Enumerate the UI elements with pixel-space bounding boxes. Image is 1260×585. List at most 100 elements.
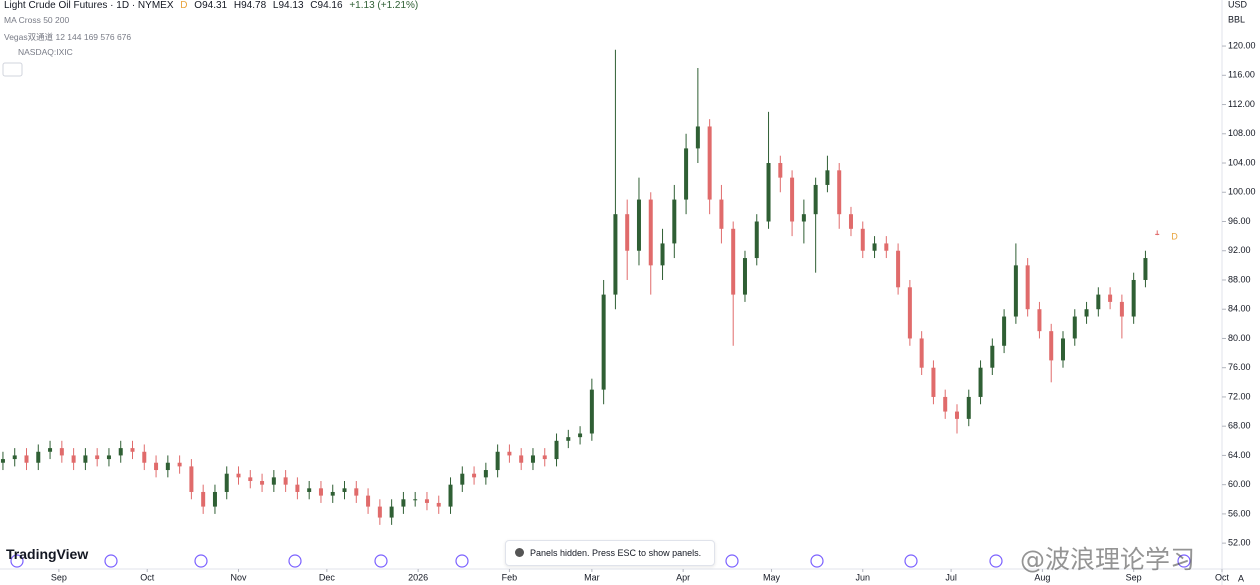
indicator[interactable]: NASDAQ:IXIC <box>18 47 73 57</box>
candle-body <box>260 481 265 485</box>
candle-body <box>530 455 535 463</box>
x-tick-label: Apr <box>676 572 690 582</box>
candle-body <box>0 459 5 463</box>
candle-body <box>813 184 818 215</box>
candle-body <box>907 287 912 339</box>
candle-body <box>130 448 135 452</box>
session-dot: D <box>180 0 188 11</box>
candle-body <box>837 170 842 215</box>
candle-body <box>295 484 300 492</box>
candle-body <box>1049 331 1054 361</box>
candle-body <box>142 451 147 463</box>
symbol-title[interactable]: Light Crude Oil Futures · 1D · NYMEX <box>4 0 174 11</box>
currency: USD <box>1228 0 1248 9</box>
candle-body <box>154 462 159 471</box>
candle-body <box>83 455 88 463</box>
x-tick-label: Mar <box>584 572 600 582</box>
ohlc-high: H94.78 <box>233 0 267 11</box>
y-tick-label: 84.00 <box>1228 304 1251 314</box>
candle-body <box>978 367 983 397</box>
candle-body <box>801 214 806 222</box>
unit: BBL <box>1228 14 1245 24</box>
candle-body <box>695 126 700 149</box>
candle-body <box>236 473 241 478</box>
ohlc-change: +1.13 (+1.21%) <box>349 0 419 11</box>
ohlc-low: L94.13 <box>272 0 304 11</box>
candle-body <box>354 488 359 496</box>
candle-body <box>943 396 948 412</box>
candle-body <box>472 473 477 478</box>
candle-body <box>413 499 418 501</box>
candle-body <box>589 389 594 434</box>
x-tick-label: May <box>763 572 781 582</box>
candle-body <box>318 488 323 496</box>
candle-body <box>554 440 559 460</box>
y-tick-label: 108.00 <box>1228 128 1256 138</box>
candle-body <box>848 214 853 229</box>
candle-body <box>118 448 123 456</box>
candle-body <box>884 243 889 251</box>
last-marker: D <box>1171 231 1178 241</box>
notice: Panels hidden. Press ESC to show panels. <box>505 540 715 566</box>
x-tick-label: Oct <box>140 572 155 582</box>
candle-body <box>931 367 936 397</box>
candle-body <box>1084 309 1089 317</box>
candle-body <box>566 437 571 441</box>
candle-body <box>954 411 959 419</box>
y-tick-label: 60.00 <box>1228 479 1251 489</box>
candle-body <box>177 462 182 467</box>
candle-body <box>613 214 618 295</box>
candle-body <box>742 258 747 295</box>
ohlc-close: C94.16 <box>310 0 343 11</box>
collapse-button[interactable] <box>2 62 23 77</box>
candle-body <box>424 499 429 503</box>
candle-body <box>342 488 347 492</box>
notice-text: Panels hidden. Press ESC to show panels. <box>530 548 702 558</box>
candle-body <box>436 502 441 507</box>
candle-body <box>507 451 512 456</box>
candle-body <box>401 499 406 507</box>
candle-body <box>660 243 665 266</box>
candle-body <box>377 506 382 518</box>
y-tick-label: 120.00 <box>1228 40 1256 50</box>
candle-body <box>542 455 547 460</box>
candle-body <box>24 455 29 463</box>
candle-body <box>1025 265 1030 310</box>
candle-body <box>766 163 771 222</box>
candle-body <box>307 488 312 492</box>
x-tick-label: Jul <box>945 572 957 582</box>
y-tick-label: 116.00 <box>1228 70 1255 80</box>
x-tick-label: Nov <box>231 572 248 582</box>
candle-body <box>872 243 877 251</box>
candle-body <box>389 506 394 518</box>
candle-body <box>1143 258 1148 280</box>
candle-body <box>1013 265 1018 317</box>
y-tick-label: 100.00 <box>1228 187 1256 197</box>
candle-body <box>672 199 677 244</box>
candle-body <box>1155 233 1160 235</box>
candle-body <box>919 338 924 368</box>
indicator[interactable]: MA Cross 50 200 <box>4 15 70 25</box>
y-tick-label: 96.00 <box>1228 216 1251 226</box>
candle-body <box>224 473 229 492</box>
candle-body <box>778 163 783 178</box>
candle-body <box>625 214 630 251</box>
auto-scale[interactable]: A <box>1238 573 1244 583</box>
x-tick-label: Aug <box>1034 572 1050 582</box>
x-tick-label: Sep <box>1126 572 1142 582</box>
candle-body <box>601 294 606 390</box>
candle-body <box>1096 294 1101 310</box>
candle-body <box>578 433 583 438</box>
candle-body <box>71 455 76 463</box>
candle-body <box>330 491 335 496</box>
candle-body <box>283 477 288 485</box>
candle-body <box>707 126 712 200</box>
y-tick-label: 68.00 <box>1228 421 1251 431</box>
logo: TradingView <box>6 546 89 562</box>
indicator[interactable]: Vegas双通道 12 144 169 576 676 <box>4 32 132 42</box>
candle-body <box>212 491 217 507</box>
candle-body <box>1060 338 1065 361</box>
candle-body <box>990 345 995 368</box>
candle-body <box>754 221 759 259</box>
